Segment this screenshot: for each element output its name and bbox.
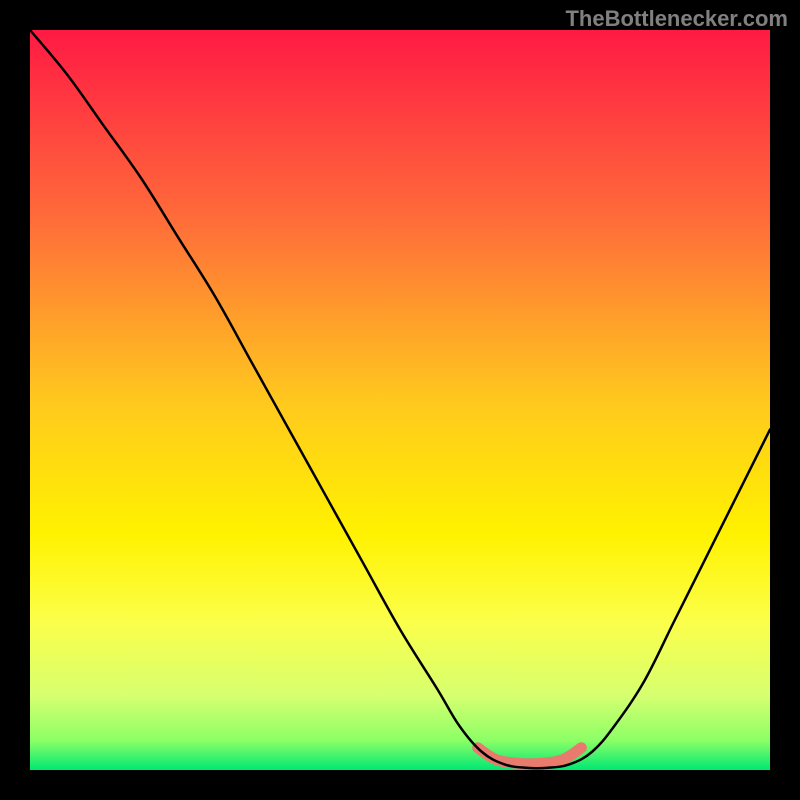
chart-svg bbox=[0, 0, 800, 800]
bottleneck-chart: TheBottlenecker.com bbox=[0, 0, 800, 800]
plot-background bbox=[30, 30, 770, 770]
